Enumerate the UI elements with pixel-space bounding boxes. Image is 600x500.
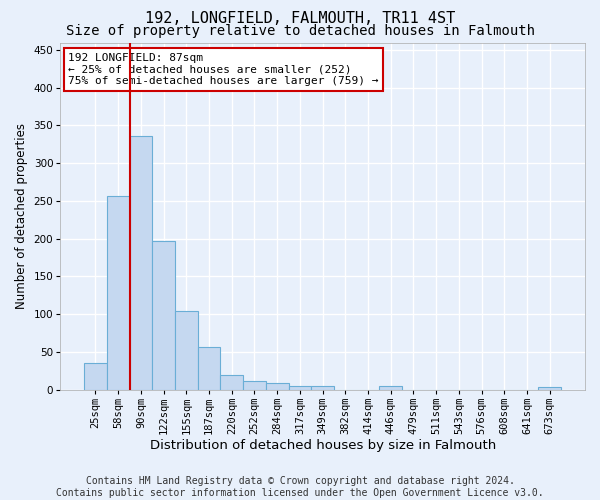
Bar [379, 386, 402, 390]
Text: Contains HM Land Registry data © Crown copyright and database right 2024.
Contai: Contains HM Land Registry data © Crown c… [56, 476, 544, 498]
Text: 192 LONGFIELD: 87sqm
← 25% of detached houses are smaller (252)
75% of semi-deta: 192 LONGFIELD: 87sqm ← 25% of detached h… [68, 53, 379, 86]
Text: 192, LONGFIELD, FALMOUTH, TR11 4ST: 192, LONGFIELD, FALMOUTH, TR11 4ST [145, 11, 455, 26]
X-axis label: Distribution of detached houses by size in Falmouth: Distribution of detached houses by size … [149, 440, 496, 452]
Bar [538, 387, 561, 390]
Bar [289, 386, 311, 390]
Text: Size of property relative to detached houses in Falmouth: Size of property relative to detached ho… [65, 24, 535, 38]
Bar [107, 196, 130, 390]
Bar [175, 311, 197, 390]
Bar [311, 386, 334, 390]
Bar [220, 375, 243, 390]
Bar [84, 363, 107, 390]
Bar [197, 346, 220, 390]
Y-axis label: Number of detached properties: Number of detached properties [15, 123, 28, 309]
Bar [243, 381, 266, 390]
Bar [266, 384, 289, 390]
Bar [152, 241, 175, 390]
Bar [130, 136, 152, 390]
